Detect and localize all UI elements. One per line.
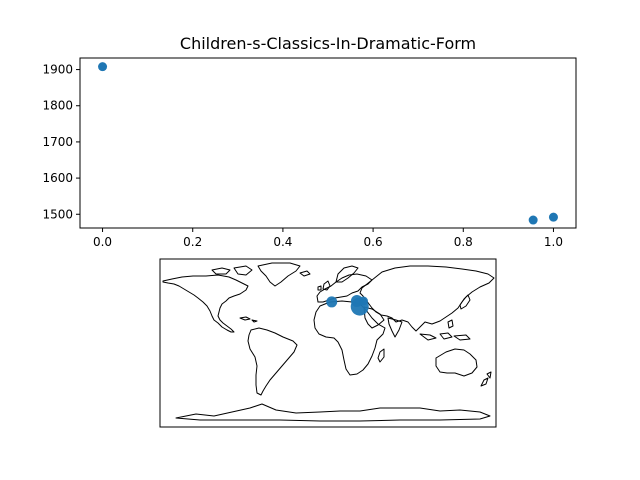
x-tick-label: 0.6 bbox=[364, 235, 383, 249]
map-marker bbox=[326, 296, 338, 308]
chart-title: Children-s-Classics-In-Dramatic-Form bbox=[180, 34, 476, 53]
iceland-coastline bbox=[299, 270, 311, 277]
india-coastline bbox=[387, 317, 403, 338]
world-map-chart bbox=[159, 258, 497, 428]
y-tick-label: 1500 bbox=[42, 207, 73, 221]
y-tick-label: 1700 bbox=[42, 135, 73, 149]
x-tick-label: 1.0 bbox=[544, 235, 563, 249]
data-points bbox=[98, 62, 558, 225]
x-tick-label: 0.2 bbox=[183, 235, 202, 249]
britain-coastline bbox=[317, 280, 331, 291]
madagascar-coastline bbox=[377, 348, 385, 363]
x-tick-label: 0.8 bbox=[454, 235, 473, 249]
arabia-coastline bbox=[363, 306, 385, 329]
map-marker bbox=[358, 296, 368, 306]
australia-coastline bbox=[435, 348, 478, 377]
map-frame bbox=[159, 258, 497, 428]
caribbean-coastline bbox=[239, 316, 258, 323]
data-point bbox=[548, 212, 558, 222]
data-point bbox=[528, 215, 538, 225]
south-america-coastline bbox=[247, 327, 298, 396]
y-axis-ticks: 1500 1600 1700 1800 1900 bbox=[42, 63, 80, 221]
asia-coastline bbox=[359, 265, 495, 332]
baffin-coastline bbox=[233, 265, 253, 276]
scatter-chart: Children-s-Classics-In-Dramatic-Form 0.0… bbox=[42, 34, 577, 249]
map-background bbox=[160, 259, 496, 427]
map-markers bbox=[326, 295, 369, 316]
arctic-islands-coastline bbox=[211, 267, 231, 275]
north-america-coastline bbox=[162, 274, 249, 333]
new-zealand-coastline bbox=[480, 371, 492, 387]
scandinavia-coastline bbox=[335, 265, 359, 283]
antarctica-coastline bbox=[175, 403, 491, 422]
x-axis-ticks: 0.0 0.2 0.4 0.6 0.8 1.0 bbox=[93, 228, 563, 249]
plot-frame bbox=[79, 57, 577, 229]
greenland-coastline bbox=[257, 262, 301, 287]
y-tick-label: 1600 bbox=[42, 171, 73, 185]
coastlines bbox=[162, 262, 495, 422]
x-tick-label: 0.0 bbox=[93, 235, 112, 249]
indonesia-coastline bbox=[419, 319, 471, 341]
y-tick-label: 1800 bbox=[42, 99, 73, 113]
y-tick-label: 1900 bbox=[42, 63, 73, 77]
japan-coastline bbox=[459, 294, 471, 310]
x-tick-label: 0.4 bbox=[273, 235, 292, 249]
data-point bbox=[98, 62, 108, 72]
